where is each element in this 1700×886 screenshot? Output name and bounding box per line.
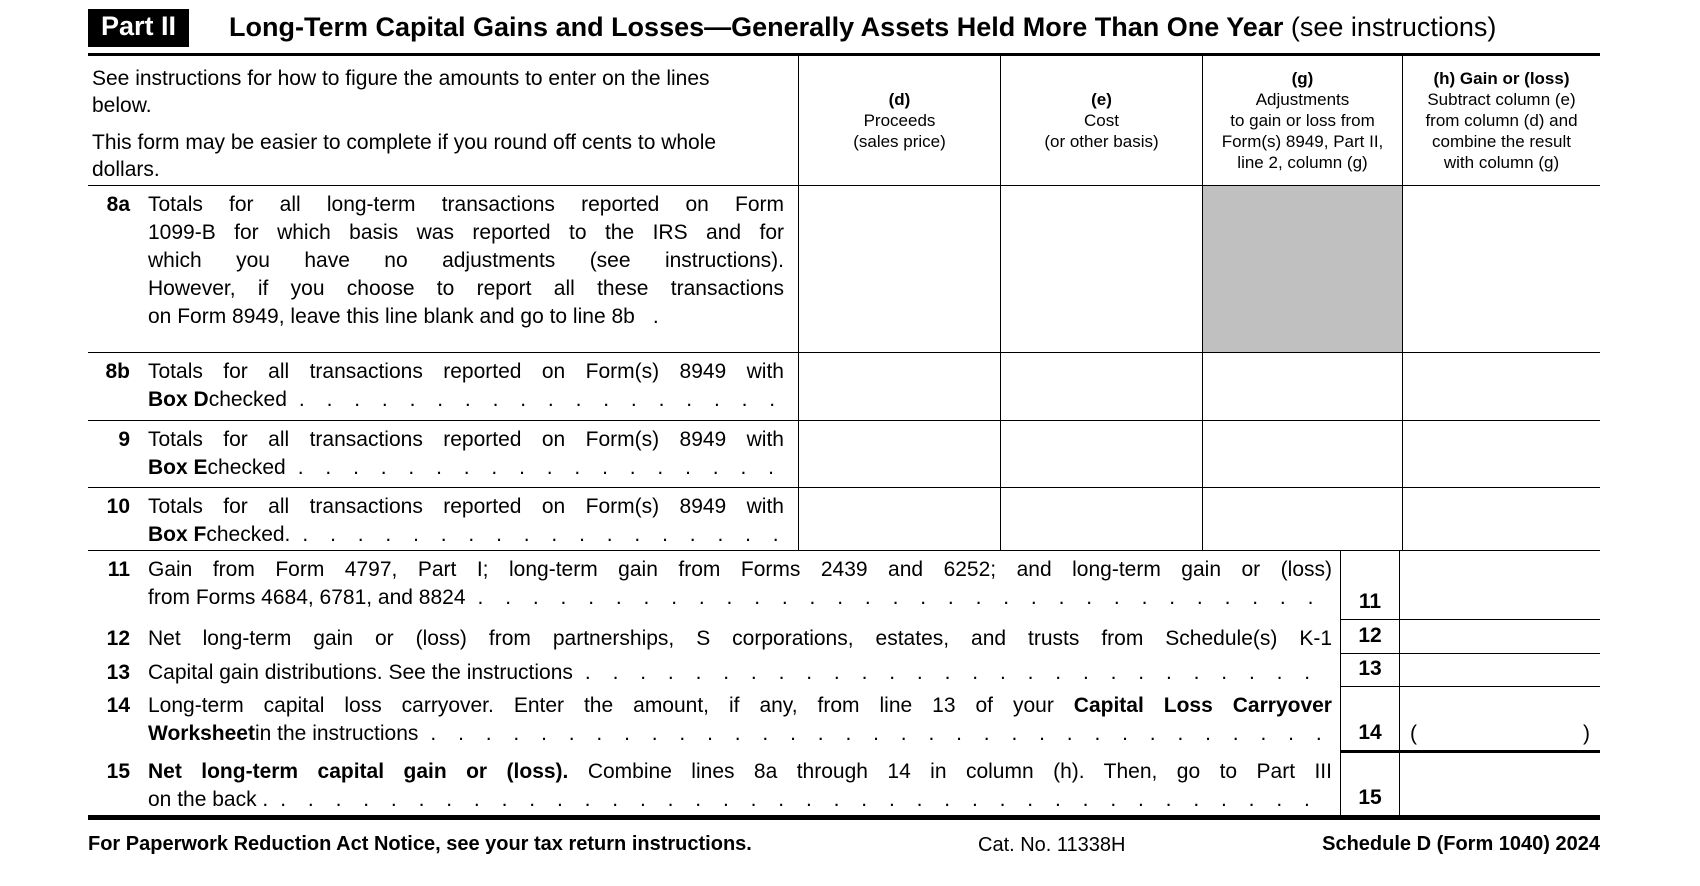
instructions-line-2: This form may be easier to complete if y… [92,131,717,181]
close-paren: ) [1583,722,1590,745]
column-header-g: (g) Adjustments to gain or loss from For… [1202,56,1402,185]
row-14: 14 Long-term capital loss carryover. Ent… [88,687,1600,753]
line-11-box: 11 [1340,551,1400,620]
line-12-box: 12 [1340,620,1400,654]
entry-10-cost[interactable] [1000,488,1202,550]
row-12: 12 Net long-term gain or (loss) from par… [88,620,1600,654]
row-8a: 8a Totals for all long-term transactions… [88,186,1600,353]
entry-8a-adjustments-shaded [1202,186,1402,352]
row-9-description: 9 Totals for all transactions reported o… [88,421,798,487]
line-15-box: 15 [1340,753,1400,815]
dot-leader: . . . . . . . . . . . . . . . . . . . . … [430,722,1332,745]
entry-8b-proceeds[interactable] [798,353,1000,420]
entry-8b-adjustments[interactable] [1202,353,1402,420]
entry-9-proceeds[interactable] [798,421,1000,487]
line-14-box: 14 [1340,687,1400,753]
part-header: Part II Long-Term Capital Gains and Loss… [88,6,1600,50]
entry-8b-gain-loss[interactable] [1402,353,1600,420]
line-number-8a: 8a [106,193,130,216]
row-13: 13 Capital gain distributions. See the i… [88,654,1600,687]
row-8b: 8b Totals for all transactions reported … [88,353,1600,421]
table-instructions: See instructions for how to figure the a… [88,56,798,185]
line-number-14: 14 [106,694,130,717]
entry-10-proceeds[interactable] [798,488,1000,550]
line-number-12: 12 [106,627,130,650]
line-13-box: 13 [1340,654,1400,687]
row-14-description: 14 Long-term capital loss carryover. Ent… [88,687,1340,753]
form-identifier: Schedule D (Form 1040) 2024 [1322,833,1600,855]
column-header-e: (e) Cost (or other basis) [1000,56,1202,185]
row-10-description: 10 Totals for all transactions reported … [88,488,798,550]
entry-9-adjustments[interactable] [1202,421,1402,487]
row-15: 15 Net long-term capital gain or (loss).… [88,753,1600,815]
page-footer: For Paperwork Reduction Act Notice, see … [88,833,1600,867]
row-9: 9 Totals for all transactions reported o… [88,421,1600,488]
line-number-15: 15 [106,760,130,783]
row-8b-description: 8b Totals for all transactions reported … [88,353,798,420]
column-header-row: See instructions for how to figure the a… [88,56,1600,186]
dot-leader: . . . . . . . . . . . . . . . . . . . . … [298,388,784,411]
entry-13-amount[interactable] [1400,654,1600,687]
open-paren: ( [1410,722,1417,745]
entry-12-amount[interactable] [1400,620,1600,654]
entry-9-gain-loss[interactable] [1402,421,1600,487]
entry-9-cost[interactable] [1000,421,1202,487]
dot-leader: . . . . . . . . . . . . . . . . . . . . … [280,788,1332,811]
paperwork-notice: For Paperwork Reduction Act Notice, see … [88,833,752,855]
row-15-description: 15 Net long-term capital gain or (loss).… [88,753,1340,815]
line-number-13: 13 [106,661,130,684]
row-11-description: 11 Gain from Form 4797, Part I; long-ter… [88,551,1340,620]
row-12-description: 12 Net long-term gain or (loss) from par… [88,620,1340,654]
dot-leader: . . . . . . . . . . . . . . . . . . . . … [302,523,784,546]
entry-8b-cost[interactable] [1000,353,1202,420]
part-title-note: (see instructions) [1283,12,1497,43]
catalog-number: Cat. No. 11338H [978,834,1126,856]
dot-leader: . . . . . . . . . . . . . . . . . . . . … [584,661,1332,684]
column-header-d: (d) Proceeds (sales price) [798,56,1000,185]
dot-leader: . . . . . . . . . . . . . . . . . . . . … [477,586,1332,609]
row-10: 10 Totals for all transactions reported … [88,488,1600,551]
row-11: 11 Gain from Form 4797, Part I; long-ter… [88,551,1600,620]
line-number-11: 11 [107,558,130,581]
entry-10-gain-loss[interactable] [1402,488,1600,550]
part-label-badge: Part II [88,9,190,47]
entry-14-amount[interactable]: ( ) [1400,687,1600,753]
line-number-8b: 8b [105,360,130,383]
entry-8a-proceeds[interactable] [798,186,1000,352]
entry-11-amount[interactable] [1400,551,1600,620]
dot-leader: . . . . . . . . . . . . . . . . . . . . … [297,456,784,479]
line-number-9: 9 [118,428,130,451]
entry-10-adjustments[interactable] [1202,488,1402,550]
entry-8a-gain-loss[interactable] [1402,186,1600,352]
entry-8a-cost[interactable] [1000,186,1202,352]
trailing-period: . [652,305,659,328]
column-header-h: (h) Gain or (loss) Subtract column (e) f… [1402,56,1600,185]
line-number-10: 10 [106,495,130,518]
row-13-description: 13 Capital gain distributions. See the i… [88,654,1340,687]
row-8a-description: 8a Totals for all long-term transactions… [88,186,798,352]
part-title: Long-Term Capital Gains and Losses—Gener… [229,12,1497,43]
part2-table: See instructions for how to figure the a… [88,53,1600,820]
part-title-text: Long-Term Capital Gains and Losses—Gener… [229,12,1284,43]
instructions-line-1: See instructions for how to figure the a… [92,67,710,117]
entry-15-amount[interactable] [1400,753,1600,815]
